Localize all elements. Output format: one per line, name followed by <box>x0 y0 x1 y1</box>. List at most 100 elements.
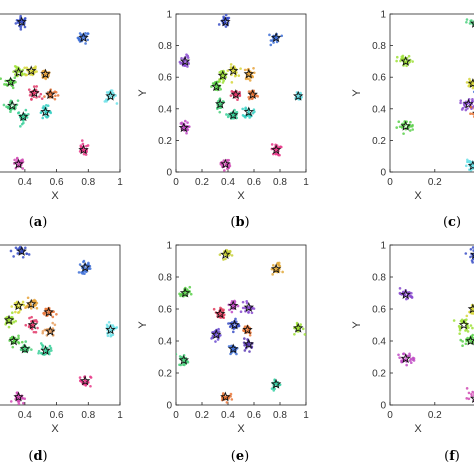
data-point <box>44 110 48 113</box>
data-point <box>250 311 254 315</box>
data-point <box>29 307 33 310</box>
centroid-star-marker <box>469 252 474 260</box>
data-point <box>272 41 275 44</box>
data-point <box>395 126 398 129</box>
centroid-star-marker <box>220 249 231 260</box>
centroid-star-marker <box>270 378 282 389</box>
x-tick-label: 0.8 <box>81 177 95 188</box>
cluster <box>178 119 191 135</box>
panel-caption: (e) <box>231 449 249 464</box>
data-point <box>218 253 222 256</box>
data-point <box>78 32 82 35</box>
data-point <box>87 261 90 265</box>
data-point <box>42 105 45 108</box>
data-point <box>40 97 44 100</box>
centroid-star-marker <box>293 322 304 333</box>
data-point <box>11 86 15 90</box>
centroid-star-marker <box>467 78 474 88</box>
data-point <box>86 38 89 42</box>
data-point <box>248 333 252 337</box>
data-point <box>458 326 462 329</box>
cluster <box>242 337 254 353</box>
data-point <box>16 99 20 102</box>
data-point <box>469 247 473 251</box>
data-point <box>222 79 226 82</box>
data-point <box>401 290 405 294</box>
data-point <box>48 352 51 356</box>
data-point <box>398 287 402 290</box>
cluster <box>12 64 26 78</box>
data-point <box>464 164 468 168</box>
data-point <box>26 296 30 300</box>
data-point <box>299 323 302 326</box>
data-point <box>408 359 412 362</box>
centroid-star-marker <box>26 65 37 76</box>
cluster <box>218 248 234 261</box>
data-point <box>248 350 251 353</box>
data-point <box>278 264 282 268</box>
data-point <box>20 73 24 77</box>
data-point <box>12 320 16 324</box>
x-axis-label: X <box>51 423 59 435</box>
data-point <box>17 402 21 405</box>
y-tick-label: 0.2 <box>158 369 172 380</box>
centroid-star-marker <box>40 345 51 356</box>
data-point <box>243 325 247 328</box>
data-point <box>19 14 22 18</box>
data-point <box>23 18 27 21</box>
data-point <box>229 392 233 396</box>
data-point <box>53 90 57 93</box>
y-tick-label: 0.4 <box>372 104 386 115</box>
axes-box <box>389 244 474 406</box>
panel-caption: (c) <box>443 215 461 230</box>
scatter-panel: 0 0.2 0 0.2 0.4 0.6 0.8 1 X Y <box>351 10 474 202</box>
data-point <box>105 323 109 327</box>
data-point <box>30 315 33 319</box>
data-point <box>469 255 472 259</box>
centroid-star-marker <box>458 319 470 330</box>
data-point <box>247 90 251 93</box>
data-point <box>3 83 6 86</box>
cluster-layer <box>178 14 304 172</box>
cluster <box>9 391 27 405</box>
centroid-star-marker <box>228 300 239 311</box>
cluster <box>0 76 17 90</box>
data-point <box>247 311 250 314</box>
data-point <box>55 312 58 316</box>
data-point <box>34 299 37 303</box>
cluster-layer <box>3 245 119 405</box>
data-point <box>185 53 188 56</box>
x-tick-label: 0.6 <box>50 410 64 421</box>
data-point <box>28 316 31 320</box>
data-point <box>188 285 192 289</box>
cluster-layer <box>0 14 119 170</box>
data-point <box>466 330 470 333</box>
data-point <box>23 347 27 351</box>
data-point <box>469 19 472 23</box>
data-point <box>409 120 412 124</box>
centroid-star-marker <box>220 391 231 402</box>
data-point <box>452 319 456 322</box>
data-point <box>458 332 461 335</box>
data-point <box>222 308 225 312</box>
data-point <box>82 152 86 156</box>
y-tick-label: 0.2 <box>372 369 386 380</box>
data-point <box>399 59 402 63</box>
centroid-star-marker <box>270 32 282 43</box>
scatter-panel: 0.4 0.6 0.8 1 X <box>0 13 123 202</box>
data-point <box>27 253 31 256</box>
data-point <box>226 160 229 163</box>
data-point <box>271 39 274 42</box>
data-point <box>31 300 35 303</box>
data-point <box>186 121 189 124</box>
cluster <box>465 303 474 318</box>
data-point <box>407 54 411 58</box>
data-point <box>21 401 25 405</box>
cluster <box>19 340 33 354</box>
data-point <box>225 16 229 20</box>
cluster <box>464 158 474 172</box>
data-point <box>48 344 52 348</box>
data-point <box>36 326 39 330</box>
data-point <box>23 397 27 400</box>
centroid-star-marker <box>45 89 56 99</box>
